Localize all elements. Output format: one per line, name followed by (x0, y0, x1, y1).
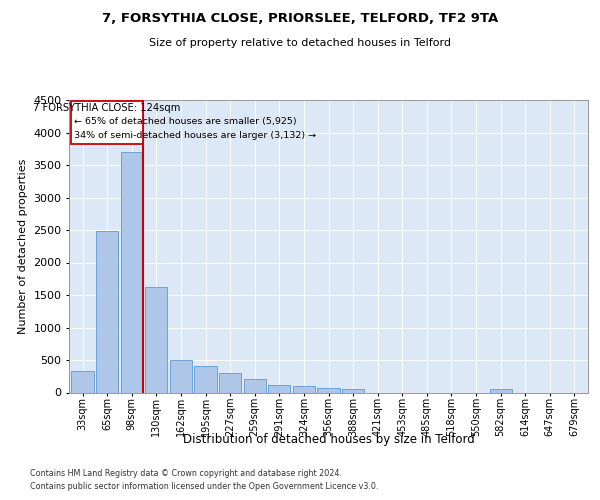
Text: ← 65% of detached houses are smaller (5,925): ← 65% of detached houses are smaller (5,… (74, 116, 296, 126)
Text: Contains public sector information licensed under the Open Government Licence v3: Contains public sector information licen… (30, 482, 379, 491)
Text: 34% of semi-detached houses are larger (3,132) →: 34% of semi-detached houses are larger (… (74, 130, 316, 140)
Bar (244, 378, 266, 392)
Bar (170, 360, 192, 392)
Bar (71, 371, 94, 392)
Bar (121, 152, 143, 392)
FancyBboxPatch shape (71, 102, 143, 144)
Bar (194, 366, 217, 392)
Bar (293, 386, 315, 392)
Text: Size of property relative to detached houses in Telford: Size of property relative to detached ho… (149, 38, 451, 48)
Text: Distribution of detached houses by size in Telford: Distribution of detached houses by size … (183, 432, 475, 446)
Text: 7 FORSYTHIA CLOSE: 124sqm: 7 FORSYTHIA CLOSE: 124sqm (33, 103, 181, 113)
Text: 7, FORSYTHIA CLOSE, PRIORSLEE, TELFORD, TF2 9TA: 7, FORSYTHIA CLOSE, PRIORSLEE, TELFORD, … (102, 12, 498, 26)
Bar (96, 230, 118, 392)
Bar (219, 373, 241, 392)
Bar (317, 388, 340, 392)
Bar (342, 389, 364, 392)
Bar (490, 389, 512, 392)
Bar (145, 287, 167, 393)
Text: Contains HM Land Registry data © Crown copyright and database right 2024.: Contains HM Land Registry data © Crown c… (30, 468, 342, 477)
Bar (268, 384, 290, 392)
Y-axis label: Number of detached properties: Number of detached properties (17, 158, 28, 334)
